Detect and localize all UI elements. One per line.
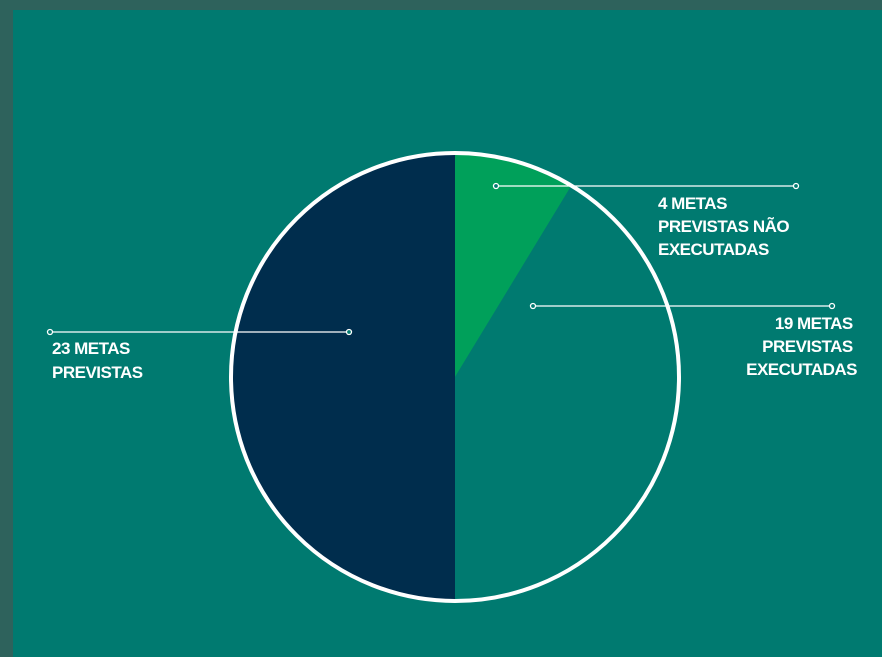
slice-label-nao-executadas: 4 METAS PREVISTAS NÃO EXECUTADAS bbox=[658, 194, 793, 259]
slice-label-line: PREVISTAS bbox=[762, 337, 853, 356]
slice-label-line: PREVISTAS NÃO bbox=[658, 216, 789, 236]
leader-line-executadas bbox=[529, 302, 836, 310]
pie-outline bbox=[229, 151, 681, 603]
slice-label-previstas: 23 METAS PREVISTAS bbox=[52, 339, 143, 382]
slice-label-line: 19 METAS bbox=[775, 314, 853, 333]
pie-slice-nao-executadas bbox=[455, 153, 572, 377]
slice-label-line: 23 METAS bbox=[52, 339, 130, 358]
pie-slice-executadas bbox=[455, 185, 679, 601]
pie-slice-previstas bbox=[231, 153, 455, 601]
slice-label-line: EXECUTADAS bbox=[746, 360, 857, 379]
slice-label-executadas: 19 METAS PREVISTAS EXECUTADAS bbox=[746, 314, 857, 379]
slice-label-line: EXECUTADAS bbox=[658, 240, 769, 259]
pie-slices bbox=[231, 153, 679, 601]
leader-line-nao-executadas bbox=[492, 182, 800, 190]
slice-label-line: PREVISTAS bbox=[52, 363, 143, 382]
leader-line-previstas bbox=[46, 328, 353, 336]
slice-label-line: 4 METAS bbox=[658, 194, 727, 213]
